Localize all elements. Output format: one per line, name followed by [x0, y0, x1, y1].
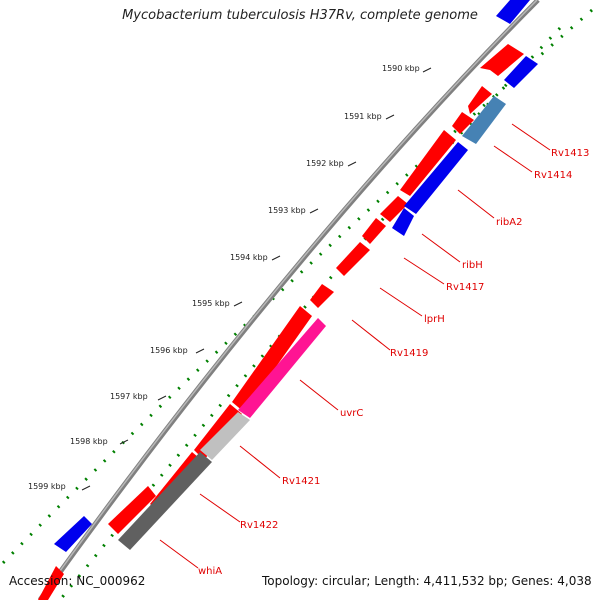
feature-forward-7[interactable]	[336, 242, 370, 276]
gene-label-rv1413: Rv1413	[551, 148, 589, 159]
cds-track	[54, 0, 538, 552]
genome-backbone	[37, 0, 540, 600]
forward-strand-track	[38, 44, 524, 600]
gene-rv1422-arrow[interactable]	[118, 452, 212, 550]
outer-dotted-ring	[0, 8, 593, 568]
tick-label-1594: 1594 kbp	[230, 253, 268, 262]
tick-marks	[81, 67, 432, 491]
gene-label-rv1419: Rv1419	[390, 348, 428, 359]
tick-label-1593: 1593 kbp	[268, 206, 306, 215]
gene-label-uvrc: uvrC	[340, 408, 363, 419]
gene-label-riba2: ribA2	[496, 217, 522, 228]
tick-label-1596: 1596 kbp	[150, 346, 188, 355]
feature-forward-2[interactable]	[468, 86, 492, 114]
gene-riba2-arrow[interactable]	[404, 142, 468, 214]
tick-label-1597: 1597 kbp	[110, 392, 148, 401]
feature-forward-4[interactable]	[400, 130, 456, 196]
genome-summary-text: Topology: circular; Length: 4,411,532 bp…	[262, 574, 592, 588]
map-title: Mycobacterium tuberculosis H37Rv, comple…	[122, 8, 478, 23]
gene-label-whia: whiA	[198, 566, 222, 577]
genome-backbone-shade	[38, 0, 538, 600]
gene-label-lprh: lprH	[424, 314, 445, 325]
gene-outer-blue-arrow[interactable]	[54, 516, 92, 552]
feature-forward-9[interactable]	[232, 306, 312, 412]
feature-forward-5[interactable]	[380, 196, 408, 222]
gene-label-rv1421: Rv1421	[282, 476, 320, 487]
feature-forward-8[interactable]	[310, 284, 334, 308]
accession-text: Accession: NC_000962	[9, 574, 146, 588]
gene-ribh-arrow[interactable]	[392, 208, 414, 236]
tick-label-1590: 1590 kbp	[382, 64, 420, 73]
gene-label-rv1417: Rv1417	[446, 282, 484, 293]
feature-forward-13[interactable]	[38, 566, 64, 600]
feature-forward-12[interactable]	[108, 486, 156, 534]
feature-forward-3[interactable]	[452, 112, 474, 134]
gene-rv1414-arrow[interactable]	[462, 96, 506, 144]
gene-label-rv1414: Rv1414	[534, 170, 572, 181]
tick-label-1598: 1598 kbp	[70, 437, 108, 446]
feature-forward-6[interactable]	[362, 218, 386, 244]
feature-forward-1[interactable]	[480, 44, 524, 76]
tick-label-1591: 1591 kbp	[344, 112, 382, 121]
tick-label-1592: 1592 kbp	[306, 159, 344, 168]
gene-top-blue-arrow[interactable]	[496, 0, 530, 24]
gene-uvrc-arrow[interactable]	[238, 318, 326, 418]
gene-label-ribh: ribH	[462, 260, 483, 271]
gene-rv1413-arrow[interactable]	[504, 56, 538, 88]
tick-label-1599: 1599 kbp	[28, 482, 66, 491]
tick-label-1595: 1595 kbp	[192, 299, 230, 308]
gene-rv1421-arrow[interactable]	[200, 412, 250, 460]
label-leaders	[159, 123, 551, 569]
gene-label-rv1422: Rv1422	[240, 520, 278, 531]
